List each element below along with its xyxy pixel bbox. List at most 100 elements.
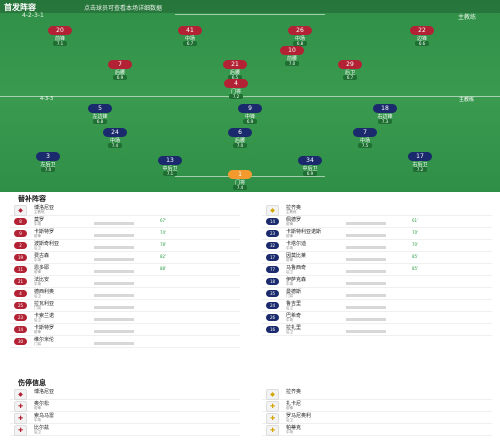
- injuries-right-column: ◆ 拉齐奥 ✚ 扎卡尼 前锋 ✚ 罗马尼奥利 后卫 ✚ 帕蒂克 中场: [262, 388, 492, 436]
- injured-player-position: 前锋: [34, 406, 41, 410]
- sub-player-number: 21: [14, 278, 27, 285]
- halfway-line: [0, 96, 500, 97]
- sub-player-name: 德西利奥: [34, 289, 55, 295]
- away-coach-row[interactable]: ◆ 拉齐奥 主教练: [262, 204, 492, 216]
- sub-player-row[interactable]: 14 佩德罗 前锋 61': [262, 216, 492, 228]
- player-name: 前腰: [286, 56, 297, 62]
- sub-player-position: 前锋: [286, 222, 293, 226]
- sub-player-row[interactable]: 17 因莫比莱 前锋 85': [262, 252, 492, 264]
- sub-player-row[interactable]: 23 卡斯特利亚诺斯 前锋 70': [262, 228, 492, 240]
- player-rating: 6.9: [303, 171, 317, 176]
- sub-player-name: 费古森: [34, 253, 50, 259]
- away-player[interactable]: 4 门将 7.2: [216, 79, 256, 99]
- sub-player-number: 4: [14, 290, 27, 297]
- sub-player-row[interactable]: 32 卡塔尔迪 中场 70': [262, 240, 492, 252]
- sub-player-row[interactable]: 14 卡斯特罗 前锋: [10, 324, 240, 336]
- away-player[interactable]: 26 中场 6.8: [280, 26, 320, 46]
- sub-player-number: 25: [14, 302, 27, 309]
- sub-player-position: 前锋: [286, 258, 293, 262]
- sub-player-number: 23: [14, 314, 27, 321]
- sub-player-number: 23: [266, 230, 279, 237]
- sub-player-name: 鲁吉里: [286, 301, 302, 307]
- sub-player-row[interactable]: 9 卡斯特罗 前锋 74': [10, 228, 240, 240]
- sub-player-number: 35: [266, 290, 279, 297]
- home-coach-row[interactable]: ◆ 博洛尼亚 主教练: [10, 204, 240, 216]
- home-player[interactable]: 24 中场 7.4: [95, 128, 135, 148]
- home-coach-name: 博洛尼亚: [34, 205, 55, 211]
- top-box-line: [175, 14, 325, 15]
- sub-player-number: 24: [266, 302, 279, 309]
- sub-player-name: 卡索兰诺: [34, 313, 55, 319]
- sub-player-row[interactable]: 23 卡索兰诺 后卫: [10, 312, 240, 324]
- injured-player-name: 比尔兹: [34, 425, 50, 431]
- home-player[interactable]: 5 左边锋 6.8: [80, 104, 120, 124]
- sub-player-row[interactable]: 25 拉瓦利亚 门将: [10, 300, 240, 312]
- sub-player-stat-bar: [94, 330, 134, 333]
- sub-player-row[interactable]: 8 莫罗 中场 67': [10, 216, 240, 228]
- sub-player-number: 32: [266, 242, 279, 249]
- player-name: 左后卫: [40, 162, 56, 168]
- sub-player-number: 16: [266, 326, 279, 333]
- sub-player-row[interactable]: 19 费古森 中场 82': [10, 252, 240, 264]
- player-rating: 6.8: [93, 119, 107, 124]
- injured-player-row[interactable]: ✚ 扎卡尼 前锋: [262, 400, 492, 412]
- home-player[interactable]: 7 中场 7.5: [345, 128, 385, 148]
- sub-player-row[interactable]: 26 巴希奇 中场: [262, 312, 492, 324]
- sub-player-row[interactable]: 16 拉扎里 后卫: [262, 324, 492, 336]
- player-rating: 7.0: [41, 167, 55, 172]
- sub-player-stat-bar: [346, 330, 386, 333]
- player-name: 中场: [109, 138, 120, 144]
- player-name: 右边锋: [377, 114, 393, 120]
- player-rating: 7.4: [233, 185, 247, 190]
- injured-player-row[interactable]: ✚ 帕蒂克 中场: [262, 424, 492, 436]
- sub-player-number: 18: [266, 278, 279, 285]
- sub-player-stat-bar: [94, 318, 134, 321]
- sub-player-row[interactable]: 35 曼德斯 门将: [262, 288, 492, 300]
- injured-player-row[interactable]: ✚ 奥尔松 前锋: [10, 400, 240, 412]
- injured-player-row[interactable]: ✚ 罗马尼奥利 后卫: [262, 412, 492, 424]
- subs-title: 替补阵容: [18, 195, 46, 203]
- sub-player-stat-bar: [94, 282, 134, 285]
- sub-player-row[interactable]: 11 恩多耶 前锋 88': [10, 264, 240, 276]
- sub-player-position: 前锋: [34, 234, 41, 238]
- home-player[interactable]: 6 后腰 7.0: [220, 128, 260, 148]
- sub-player-row[interactable]: 24 鲁吉里 后卫: [262, 300, 492, 312]
- player-rating: 6.5: [228, 75, 242, 80]
- sub-player-stat-bar: [94, 258, 134, 261]
- player-number-badge: 13: [158, 156, 182, 165]
- sub-player-stat-bar: [346, 222, 386, 225]
- sub-player-row[interactable]: 21 法比安 中场: [10, 276, 240, 288]
- sub-player-number: 14: [14, 326, 27, 333]
- home-player[interactable]: 13 中后卫 7.1: [150, 156, 190, 176]
- away-player[interactable]: 10 前腰 7.0: [272, 46, 312, 66]
- sub-player-number: 14: [266, 218, 279, 225]
- sub-player-row[interactable]: 77 马鲁西奇 后卫 85': [262, 264, 492, 276]
- player-number-badge: 21: [223, 60, 247, 69]
- sub-player-row[interactable]: 18 伊萨克森 中场: [262, 276, 492, 288]
- injured-player-row[interactable]: ✚ 比尔兹 后卫: [10, 424, 240, 436]
- sub-player-row[interactable]: 4 德西利奥 后卫: [10, 288, 240, 300]
- away-player[interactable]: 29 后卫 6.7: [330, 60, 370, 80]
- player-rating: 7.2: [229, 94, 243, 99]
- home-player[interactable]: 34 中后卫 6.9: [290, 156, 330, 176]
- injured-player-row[interactable]: ✚ 索乌马雷 中场: [10, 412, 240, 424]
- home-coach-role: 主教练: [34, 210, 45, 214]
- home-player[interactable]: 18 右边锋 7.3: [365, 104, 405, 124]
- injury-cross-icon: ✚: [14, 401, 27, 412]
- sub-player-row[interactable]: 30 维尔米伦 门将: [10, 336, 240, 348]
- home-player[interactable]: 17 右后卫 7.2: [400, 152, 440, 172]
- away-player[interactable]: 22 边锋 6.6: [402, 26, 442, 46]
- home-player[interactable]: 3 左后卫 7.0: [28, 152, 68, 172]
- sub-player-number: 77: [266, 266, 279, 273]
- home-player[interactable]: 9 中锋 6.9: [230, 104, 270, 124]
- away-player[interactable]: 41 中场 6.7: [170, 26, 210, 46]
- away-player[interactable]: 20 前锋 7.1: [40, 26, 80, 46]
- away-player[interactable]: 21 后腰 6.5: [215, 60, 255, 80]
- sub-player-number: 17: [266, 254, 279, 261]
- pitch-subtitle: 点击球员可查看本场详细数据: [84, 5, 163, 12]
- injuries-left-list: ✚ 奥尔松 前锋 ✚ 索乌马雷 中场 ✚ 比尔兹 后卫: [10, 400, 240, 436]
- sub-player-number: 30: [14, 338, 27, 345]
- home-player[interactable]: 1 门将 7.4: [220, 170, 260, 190]
- away-player[interactable]: 7 后腰 6.9: [100, 60, 140, 80]
- sub-player-row[interactable]: 2 波斯奇利亚 后卫 78': [10, 240, 240, 252]
